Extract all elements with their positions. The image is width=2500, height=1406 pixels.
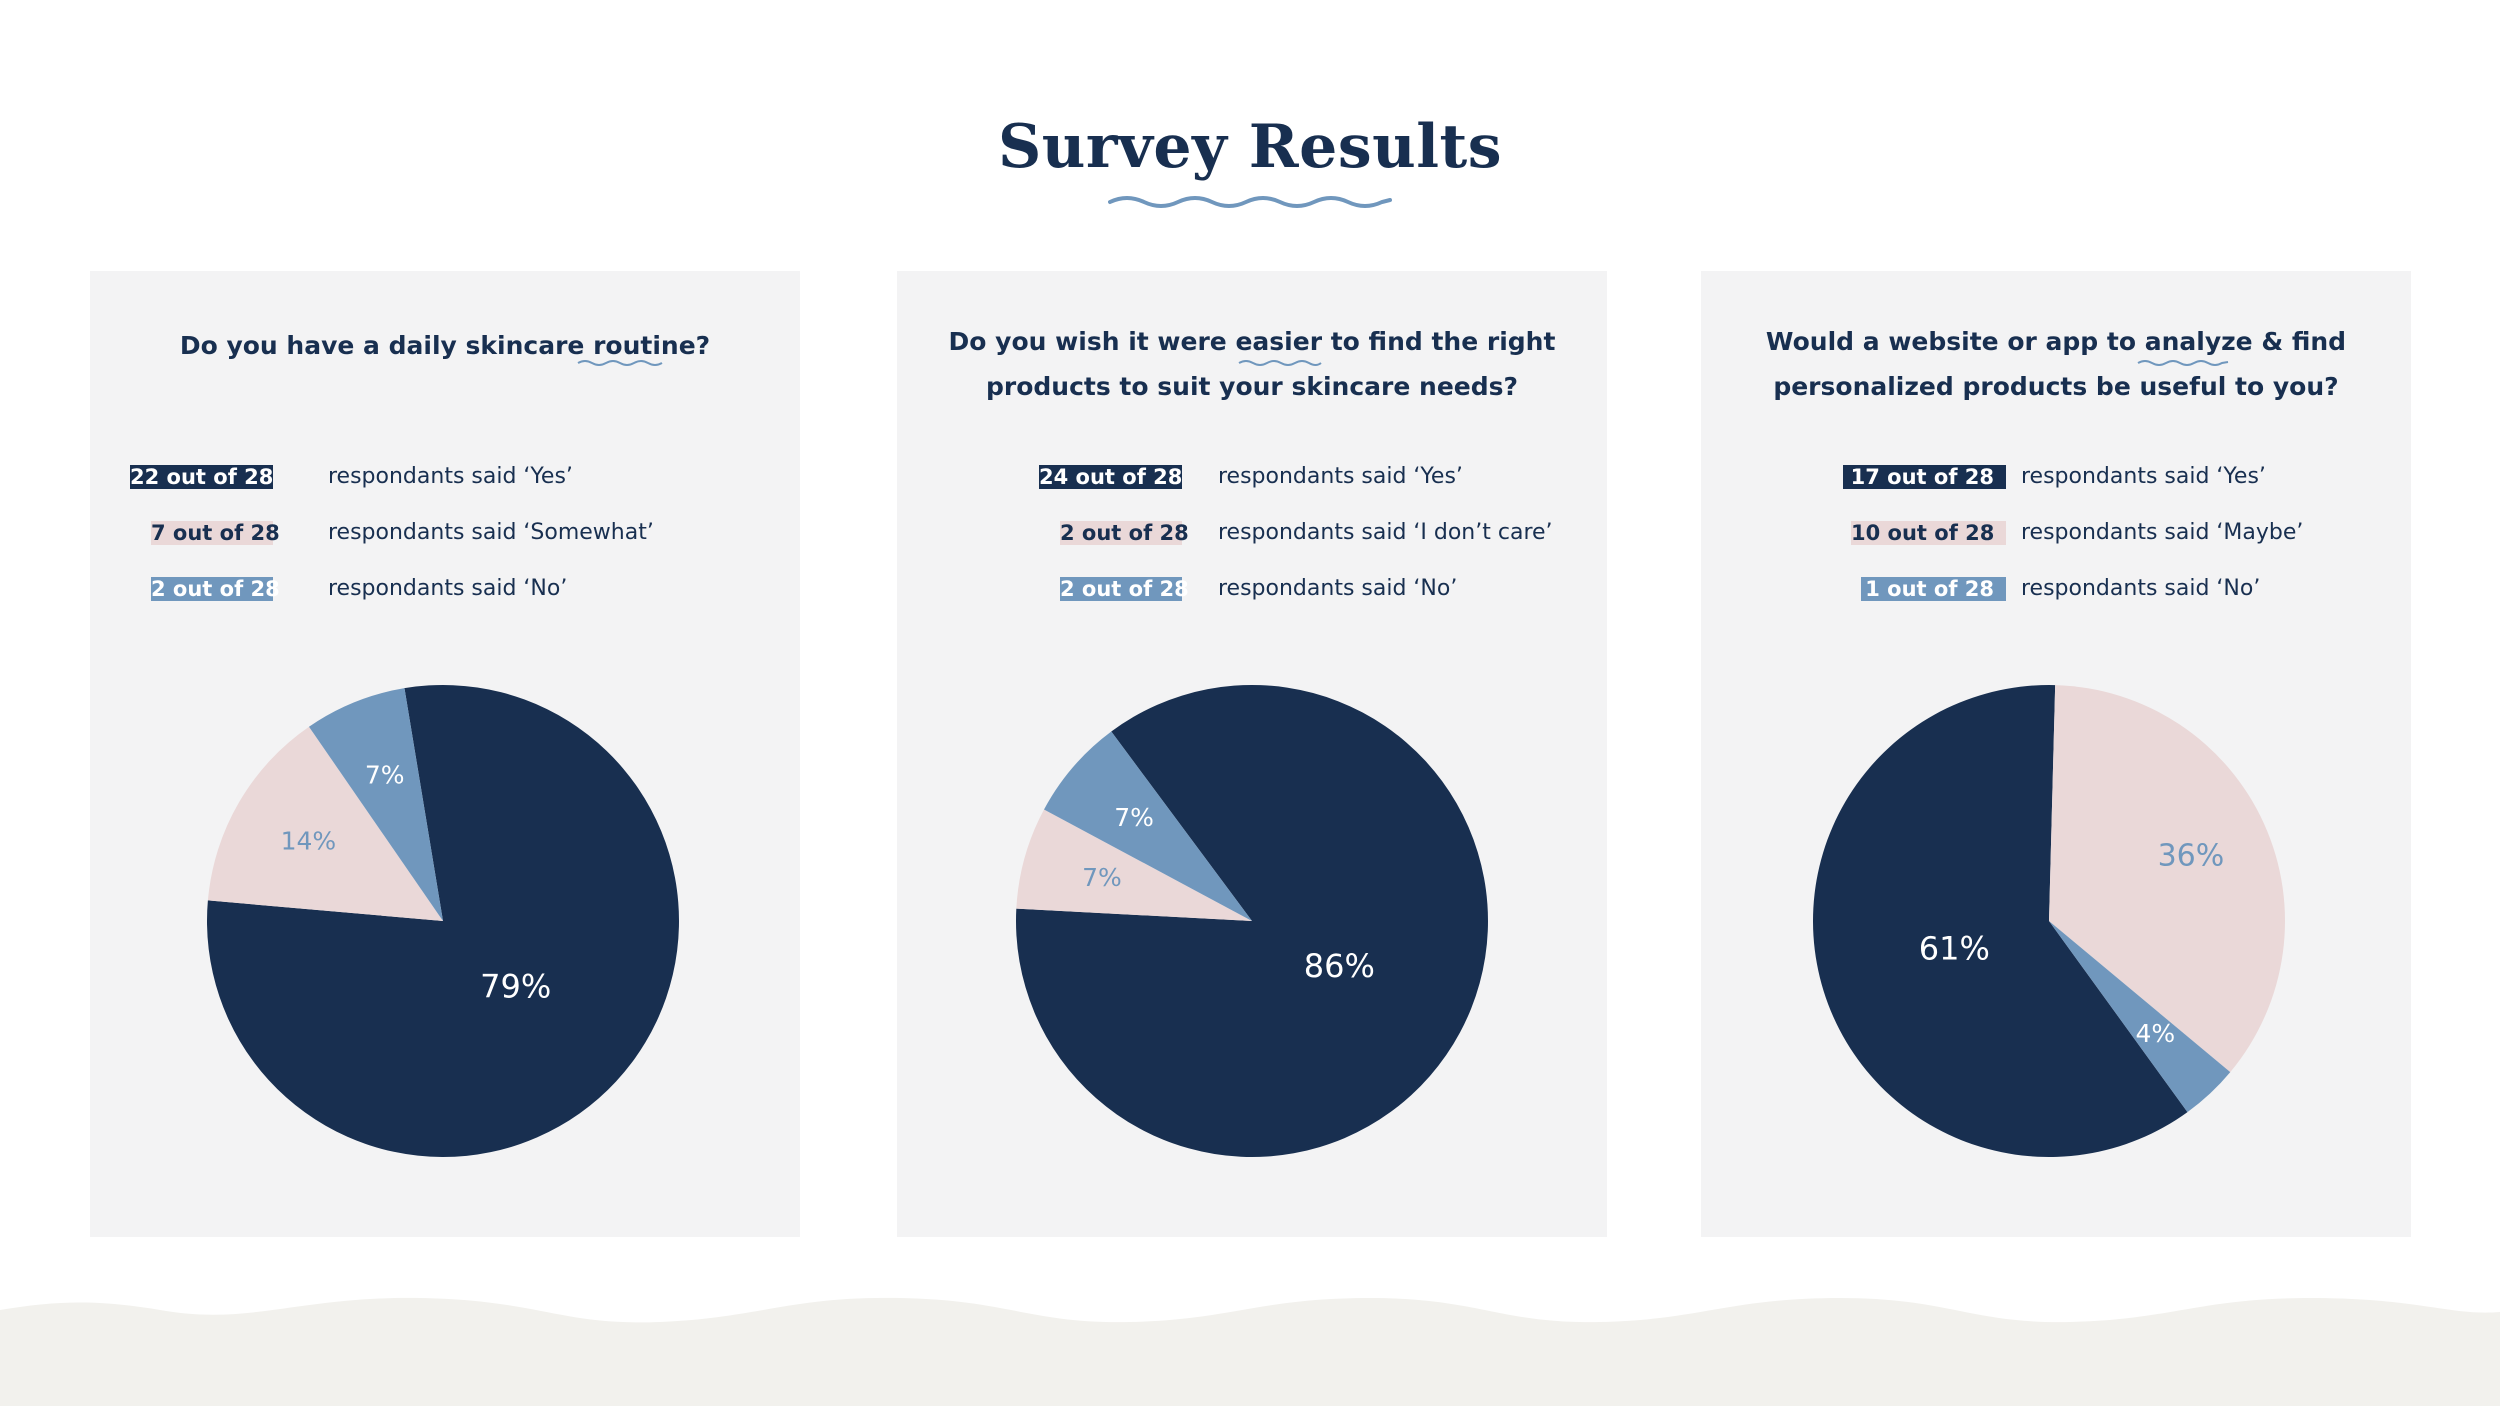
legend-row: 2 out of 28 respondants said ‘No’	[897, 577, 1607, 603]
legend-row: 22 out of 28 respondants said ‘Yes’	[90, 465, 800, 491]
question-title: Do you wish it were easier to find the r…	[917, 319, 1587, 409]
question-title: Do you have a daily skincare routine?	[110, 323, 780, 368]
question-line: Would a website or app to analyze & find	[1765, 327, 2347, 356]
pie-slice	[1813, 685, 2188, 1157]
slice-label: 79%	[480, 967, 551, 1005]
pie-slice	[2049, 921, 2231, 1113]
count-badge: 10 out of 28	[1851, 521, 2006, 545]
count-badge: 24 out of 28	[1039, 465, 1183, 489]
pie-slice	[1016, 809, 1252, 921]
count-badge: 22 out of 28	[130, 465, 274, 489]
legend-row: 24 out of 28 respondants said ‘Yes’	[897, 465, 1607, 491]
survey-panel-1: Do you have a daily skincare routine? 22…	[90, 271, 800, 1237]
title-underline-wave	[1108, 196, 1392, 208]
count-badge: 7 out of 28	[151, 521, 280, 545]
slice-label: 61%	[1919, 929, 1990, 967]
legend-text: respondants said ‘Somewhat’	[328, 520, 654, 545]
pie-chart: 61% 36% 4%	[1813, 685, 2285, 1157]
slice-label: 4%	[2136, 1019, 2176, 1048]
slice-label: 36%	[2158, 838, 2225, 873]
count-badge: 17 out of 28	[1843, 465, 2006, 489]
question-line: Do you wish it were easier to find the r…	[948, 327, 1556, 356]
question-underline-wave	[577, 360, 663, 366]
legend-text: respondants said ‘Yes’	[328, 464, 573, 489]
legend-row: 7 out of 28 respondants said ‘Somewhat’	[90, 521, 800, 547]
question-underline-wave	[1238, 360, 1322, 366]
survey-panel-3: Would a website or app to analyze & find…	[1701, 271, 2411, 1237]
bottom-wave-decoration	[0, 1297, 2500, 1406]
slice-label: 7%	[1114, 803, 1154, 832]
question-title: Would a website or app to analyze & find…	[1721, 319, 2391, 409]
pie-chart: 86% 7% 7%	[1016, 685, 1488, 1157]
legend-row: 2 out of 28 respondants said ‘No’	[90, 577, 800, 603]
legend-row: 2 out of 28 respondants said ‘I don’t ca…	[897, 521, 1607, 547]
pie-slice	[2049, 685, 2285, 1073]
legend-text: respondants said ‘No’	[328, 576, 568, 601]
legend-row: 17 out of 28 respondants said ‘Yes’	[1701, 465, 2411, 491]
page-title: Survey Results	[997, 112, 1503, 182]
count-badge: 2 out of 28	[151, 577, 280, 601]
legend-text: respondants said ‘No’	[2021, 576, 2261, 601]
question-line: Do you have a daily skincare routine?	[179, 331, 711, 360]
legend-text: respondants said ‘Yes’	[1218, 464, 1463, 489]
pie-slice	[308, 688, 443, 921]
question-line: products to suit your skincare needs?	[985, 372, 1519, 401]
legend-text: respondants said ‘No’	[1218, 576, 1458, 601]
question-line: personalized products be useful to you?	[1773, 372, 2339, 401]
legend-row: 1 out of 28 respondants said ‘No’	[1701, 577, 2411, 603]
slice-label: 86%	[1304, 947, 1375, 985]
count-badge: 1 out of 28	[1861, 577, 2006, 601]
legend-text: respondants said ‘Yes’	[2021, 464, 2266, 489]
pie-chart: 79% 14% 7%	[206, 685, 679, 1157]
count-badge: 2 out of 28	[1060, 521, 1189, 545]
slice-label: 7%	[365, 761, 405, 790]
pie-slice	[207, 726, 443, 921]
question-underline-wave	[2137, 360, 2229, 366]
slice-label: 7%	[1082, 863, 1122, 892]
pie-slice	[1044, 731, 1252, 921]
legend-text: respondants said ‘Maybe’	[2021, 520, 2304, 545]
survey-panel-2: Do you wish it were easier to find the r…	[897, 271, 1607, 1237]
slice-label: 14%	[281, 827, 337, 856]
legend-row: 10 out of 28 respondants said ‘Maybe’	[1701, 521, 2411, 547]
legend-text: respondants said ‘I don’t care’	[1218, 520, 1553, 545]
count-badge: 2 out of 28	[1060, 577, 1189, 601]
